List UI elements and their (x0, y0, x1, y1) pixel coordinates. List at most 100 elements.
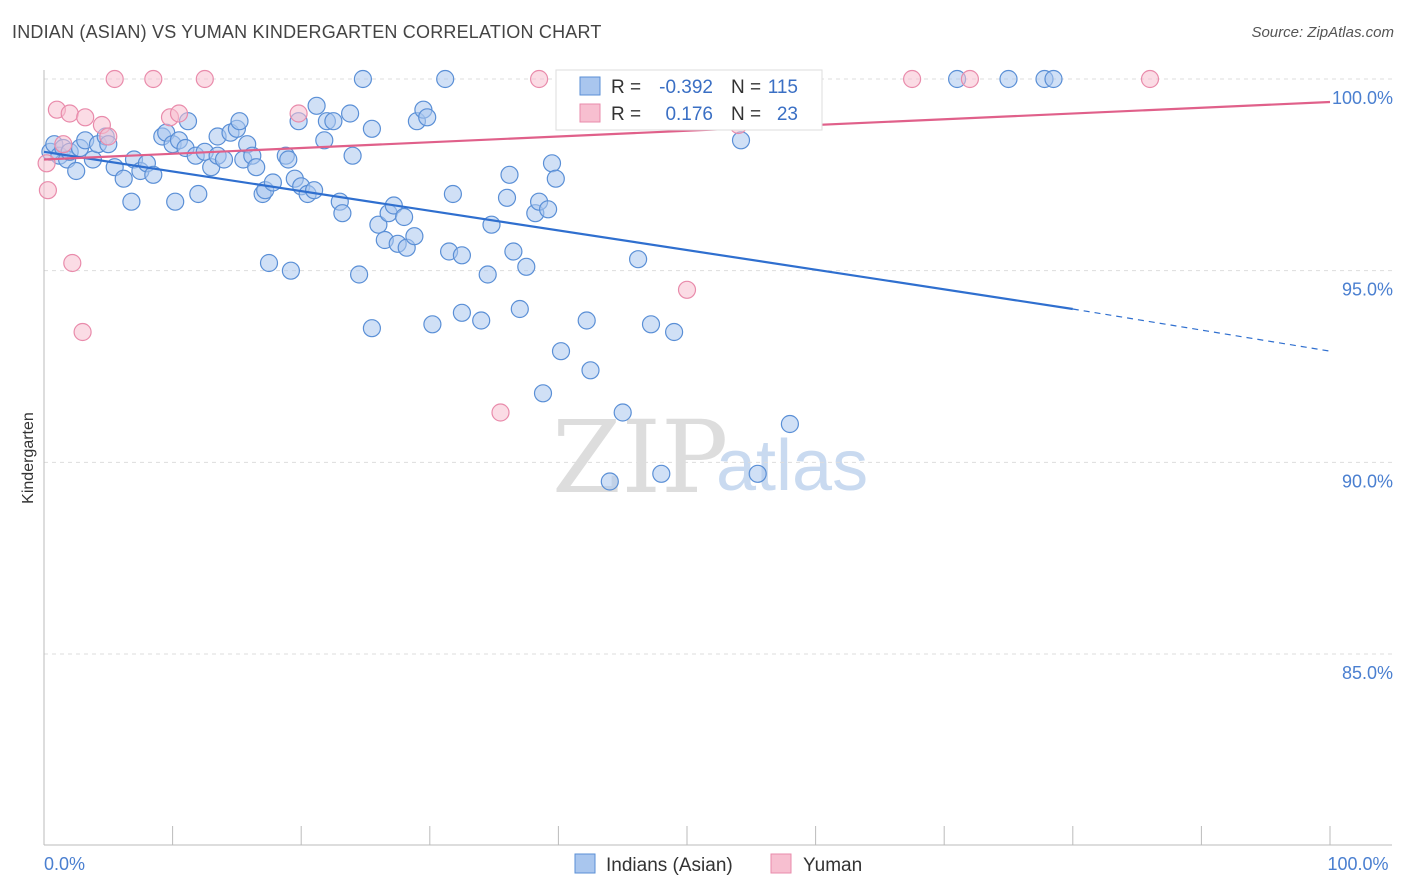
point-indians-asian-52 (305, 181, 324, 200)
point-indians-asian-64 (362, 319, 381, 338)
point-yuman-1 (38, 181, 58, 200)
point-indians-asian-109 (748, 464, 767, 483)
series-indians-asian-points (41, 69, 1063, 491)
y-tick-labels: 100.0% 95.0% 90.0% 85.0% (1332, 88, 1393, 683)
x-tick-label-0: 0.0% (44, 854, 85, 874)
point-indians-asian-95 (546, 169, 565, 188)
point-yuman-10 (105, 69, 124, 89)
watermark: ZIP atlas (552, 399, 868, 516)
point-yuman-20 (902, 69, 922, 89)
watermark-atlas: atlas (716, 426, 868, 506)
legend-r-value-1: -0.392 (659, 77, 713, 98)
point-indians-asian-23 (166, 192, 185, 211)
legend-n-label-2: N = (731, 104, 761, 125)
watermark-zip: ZIP (552, 399, 728, 516)
point-indians-asian-81 (452, 246, 471, 265)
point-yuman-14 (195, 69, 214, 89)
point-indians-asian-79 (443, 184, 462, 204)
point-indians-asian-93 (538, 200, 558, 219)
point-indians-asian-61 (350, 265, 369, 284)
point-indians-asian-33 (214, 150, 234, 169)
point-yuman-18 (677, 280, 697, 299)
bottom-legend-label-yuman: Yuman (803, 855, 862, 876)
point-indians-asian-75 (418, 108, 437, 127)
point-indians-asian-77 (436, 69, 455, 89)
point-yuman-6 (73, 322, 92, 342)
point-indians-asian-92 (533, 384, 553, 403)
bottom-legend-label-indians-asian: Indians (Asian) (606, 855, 733, 876)
point-indians-asian-72 (405, 227, 424, 246)
trendlines (43, 100, 1331, 352)
point-indians-asian-43 (259, 253, 279, 273)
point-indians-asian-62 (353, 69, 372, 89)
legend-r-label-1: R = (611, 77, 641, 98)
point-indians-asian-80 (452, 303, 471, 322)
point-yuman-13 (169, 104, 189, 123)
correlation-legend: R = -0.392 N = 115 R = 0.176 N = 23 (555, 69, 823, 131)
point-indians-asian-99 (600, 472, 619, 491)
legend-swatch-blue (579, 76, 601, 96)
point-indians-asian-70 (395, 207, 414, 227)
point-indians-asian-114 (1044, 69, 1063, 89)
point-yuman-11 (144, 69, 163, 89)
trendline-yuman (43, 100, 1331, 161)
y-axis-label: Kindergarten (20, 412, 37, 504)
point-indians-asian-85 (497, 188, 517, 207)
y-tick-label-2: 90.0% (1342, 471, 1393, 491)
point-yuman-21 (960, 69, 980, 89)
point-indians-asian-15 (122, 192, 141, 211)
point-indians-asian-60 (343, 146, 362, 165)
point-indians-asian-6 (67, 161, 86, 181)
point-indians-asian-100 (613, 403, 632, 422)
legend-n-value-2: 23 (777, 104, 798, 125)
point-indians-asian-88 (510, 299, 529, 319)
point-indians-asian-53 (307, 96, 326, 115)
point-yuman-22 (1140, 69, 1160, 89)
point-yuman-9 (99, 127, 118, 146)
point-indians-asian-97 (577, 311, 596, 330)
point-yuman-3 (54, 135, 73, 154)
point-indians-asian-19 (144, 165, 163, 184)
point-indians-asian-103 (641, 315, 661, 334)
axes (43, 70, 1392, 846)
y-tick-label-1: 95.0% (1342, 280, 1393, 300)
point-indians-asian-63 (362, 119, 381, 138)
point-indians-asian-54 (315, 131, 334, 150)
series-legend: Indians (Asian) Yuman (574, 853, 862, 876)
legend-r-value-2: 0.176 (665, 104, 713, 125)
point-indians-asian-83 (478, 265, 497, 284)
bottom-legend-swatch-blue (574, 853, 596, 874)
trendline-indians-asian-extension (1072, 308, 1331, 352)
point-indians-asian-96 (551, 342, 571, 361)
point-indians-asian-59 (341, 104, 360, 123)
point-indians-asian-104 (652, 464, 671, 483)
point-yuman-7 (76, 108, 95, 127)
point-indians-asian-94 (542, 154, 562, 173)
point-yuman-17 (529, 69, 549, 89)
chart-title: INDIAN (ASIAN) VS YUMAN KINDERGARTEN COR… (12, 22, 602, 42)
point-indians-asian-65 (369, 215, 388, 234)
x-tick-labels: 0.0% 100.0% (44, 854, 1389, 874)
legend-n-value-1: 115 (768, 77, 798, 98)
point-yuman-0 (37, 154, 56, 173)
point-indians-asian-89 (517, 257, 536, 276)
point-indians-asian-105 (664, 322, 684, 342)
point-indians-asian-110 (780, 414, 800, 434)
point-indians-asian-47 (281, 261, 300, 280)
point-yuman-16 (491, 403, 510, 422)
point-indians-asian-58 (333, 204, 352, 223)
point-indians-asian-86 (500, 165, 519, 184)
point-yuman-15 (289, 104, 308, 123)
point-yuman-5 (63, 253, 82, 273)
y-tick-label-3: 85.0% (1342, 663, 1393, 683)
point-indians-asian-14 (114, 169, 133, 188)
bottom-legend-swatch-pink (770, 853, 792, 874)
point-indians-asian-36 (230, 112, 249, 131)
legend-r-label-2: R = (611, 104, 641, 125)
x-ticks (43, 826, 1331, 845)
legend-swatch-pink (579, 103, 601, 123)
point-indians-asian-28 (189, 184, 208, 204)
point-indians-asian-98 (581, 361, 600, 380)
x-tick-label-1: 100.0% (1327, 854, 1388, 874)
